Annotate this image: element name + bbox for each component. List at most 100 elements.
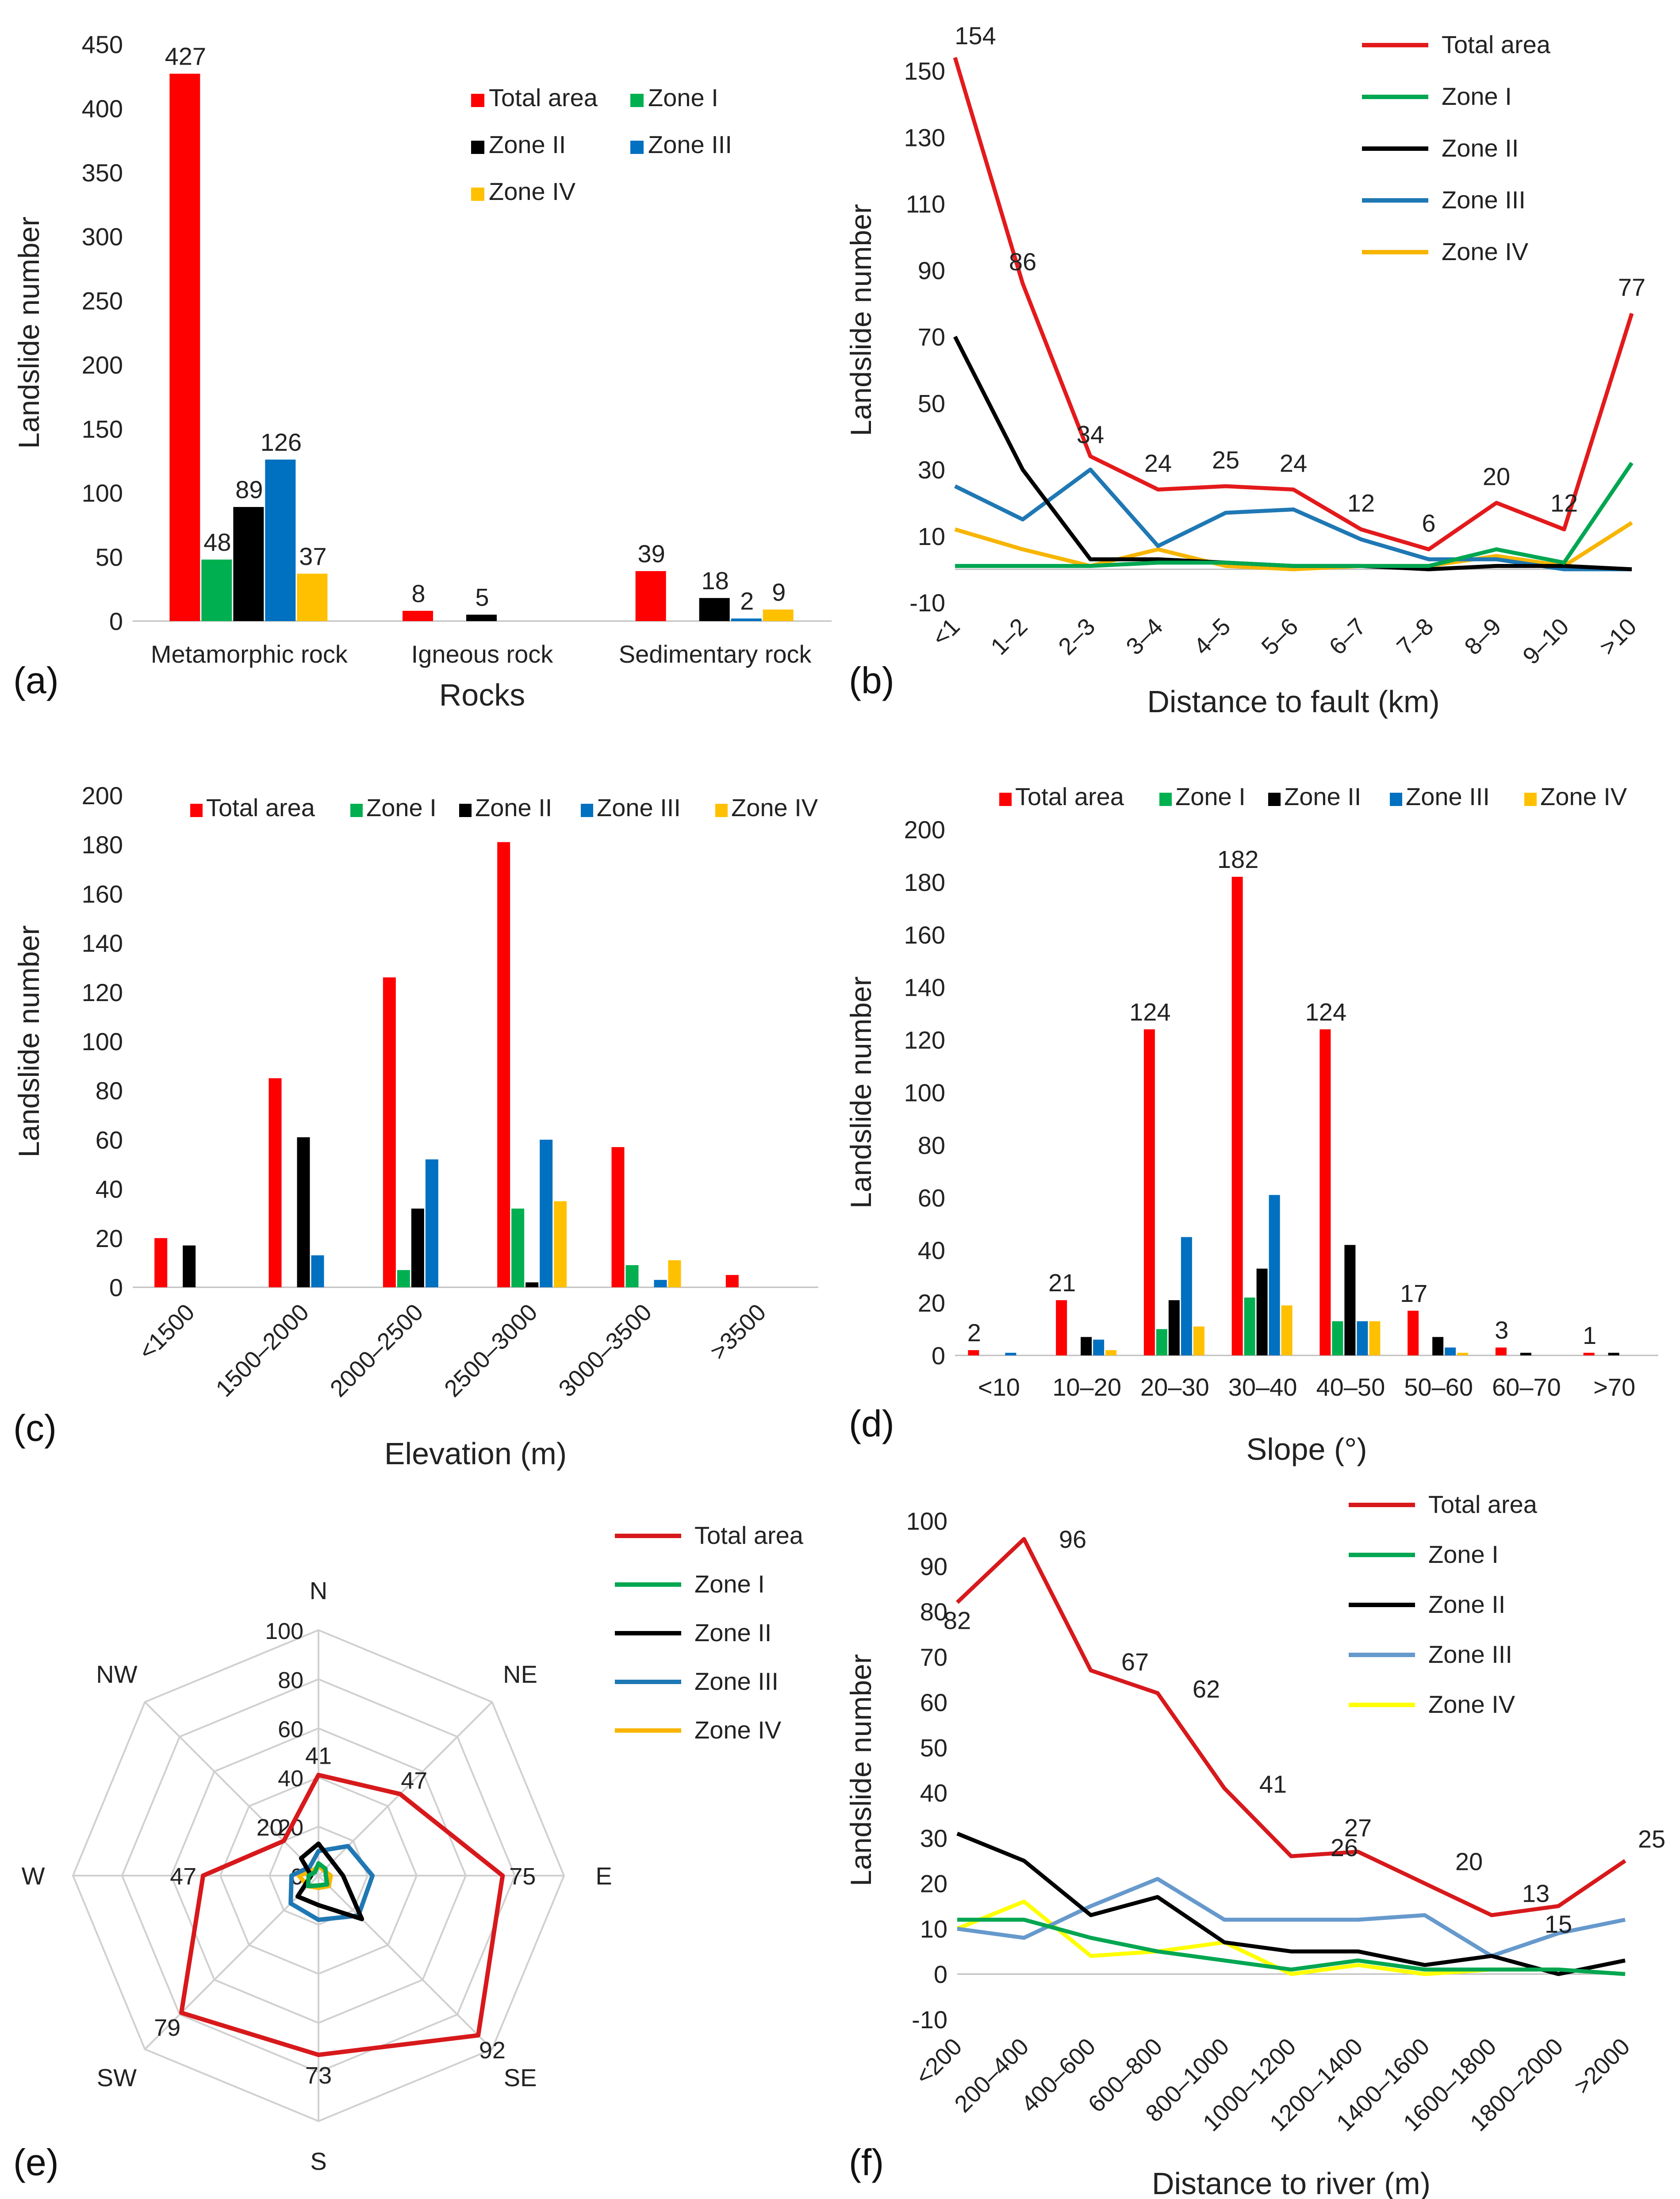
bar-zone-ii: [411, 1209, 424, 1287]
bar-zone-iv: [1281, 1305, 1293, 1355]
bar-zone-ii: [1168, 1300, 1180, 1355]
x-tick-label: 30–40: [1228, 1373, 1297, 1401]
data-label: 37: [299, 542, 326, 570]
data-label: 24: [1144, 449, 1172, 477]
bar-zone-ii: [1344, 1245, 1356, 1355]
bar-total-area: [154, 1238, 168, 1287]
y-axis-title: Landslide number: [844, 1654, 877, 1886]
data-label: 1: [1583, 1321, 1596, 1349]
chart-a: 0 50 100 150 200 250 300 350 400 450 Landslide num…: [12, 31, 832, 712]
bar-total-area: [383, 977, 396, 1287]
bar-zone-iii: [1357, 1321, 1368, 1355]
series-polygon-zone-i: [306, 1861, 330, 1888]
data-label: 86: [1009, 248, 1036, 276]
bar-zone-ii: [1081, 1337, 1092, 1355]
series-line-zone-ii: [956, 1831, 1626, 1976]
bar-zone-i: [1244, 1297, 1255, 1355]
panel-b: -10 10 30 50 70 90 110 130 150 Landslide number Di…: [840, 0, 1680, 725]
legend-swatch-zone-i: [1159, 793, 1172, 806]
legend-swatch-total-area: [190, 804, 203, 817]
bar-zone-iii: [1269, 1195, 1280, 1355]
legend-label-zone-ii: Zone II: [475, 794, 552, 821]
x-tick-label: 40–50: [1316, 1373, 1385, 1401]
bar-zone-iv: [1193, 1326, 1204, 1355]
data-label: 18: [702, 567, 729, 595]
chart-c: 0 20 40 60 80 100 120 140 160 180 200 Landslide num…: [12, 782, 818, 1471]
y-tick-label: 0: [109, 1274, 123, 1301]
y-tick-label: 120: [904, 1026, 945, 1054]
radar-axis-label: E: [595, 1862, 612, 1890]
data-label: 27: [1344, 1814, 1372, 1842]
y-tick-label: 50: [96, 543, 123, 571]
y-tick-label: 50: [918, 389, 945, 417]
radar-tick-label: 60: [278, 1717, 303, 1742]
x-tick-label: 1500–2000: [211, 1299, 314, 1402]
panel-label-c: (c): [13, 1407, 57, 1449]
chart-f: -10 0 10 20 30 40 50 60 70 80 90 100 Landslide numbe…: [844, 1490, 1665, 2199]
y-tick-label: 200: [904, 816, 945, 844]
legend-swatch-zone-ii: [459, 804, 472, 817]
series-line-zone-iii: [957, 1877, 1626, 1958]
series-line-zone-iv: [954, 521, 1633, 572]
bar-zone-iii: [1445, 1347, 1456, 1355]
y-tick-label: 200: [82, 782, 123, 810]
y-tick-label: 90: [918, 257, 945, 284]
bar-zone-i: [511, 1209, 525, 1287]
bar-zone-ii: [525, 1282, 539, 1287]
bar-zone-iv: [763, 609, 794, 621]
y-tick-label: 350: [82, 159, 123, 187]
series-line-zone-i: [957, 1918, 1626, 1976]
x-tick-label: 60–70: [1492, 1373, 1561, 1401]
x-tick-label: <10: [978, 1373, 1020, 1401]
data-label: 79: [154, 2015, 180, 2041]
data-label: 12: [1347, 489, 1375, 517]
bar-zone-ii: [699, 598, 730, 621]
radar-tick-label: 40: [278, 1766, 303, 1792]
bar-zone-ii: [183, 1245, 196, 1287]
y-tick-label: 100: [82, 479, 123, 507]
x-tick-label: >10: [1594, 613, 1642, 660]
y-tick-label: 10: [918, 522, 945, 550]
data-label: 47: [170, 1863, 196, 1890]
bar-total-area: [1231, 877, 1243, 1355]
y-tick-label: 180: [904, 868, 945, 896]
series-polygon-zone-ii: [295, 1841, 364, 1922]
data-label: 2: [967, 1319, 981, 1347]
data-label: 8: [411, 579, 425, 607]
y-tick-label: -10: [909, 589, 945, 617]
data-label: 41: [1259, 1770, 1287, 1798]
radar-spoke: [318, 1875, 493, 2050]
legend-swatch-zone-ii: [1268, 793, 1281, 806]
legend-label-total-area: Total area: [694, 1521, 804, 1549]
x-tick-label: 200–400: [949, 2033, 1034, 2118]
data-label: 82: [944, 1606, 971, 1634]
legend-label-zone-i: Zone I: [1428, 1540, 1499, 1568]
data-label: 89: [235, 476, 263, 503]
x-axis-title: Distance to river (m): [1152, 2166, 1431, 2199]
radar-spoke: [144, 1701, 319, 1877]
x-tick-label: <1500: [134, 1299, 200, 1365]
legend-label-zone-ii: Zone II: [1284, 783, 1361, 810]
bar-total-area: [169, 73, 200, 621]
y-tick-label: 180: [82, 831, 123, 859]
chart-b: -10 10 30 50 70 90 110 130 150 Landslide number Di…: [844, 22, 1645, 719]
y-axis-title: Landslide number: [12, 217, 45, 449]
legend-label-total-area: Total area: [1015, 783, 1124, 810]
radar-tick-label: 80: [278, 1668, 303, 1693]
y-tick-label: 70: [920, 1643, 947, 1671]
bar-zone-iv: [297, 573, 328, 621]
bar-total-area: [268, 1078, 282, 1287]
y-tick-label: 140: [82, 929, 123, 957]
y-tick-label: 0: [932, 1342, 945, 1370]
series-line-zone-i: [955, 461, 1634, 568]
bar-zone-iii: [425, 1159, 438, 1287]
x-tick-label: 2000–2500: [325, 1299, 429, 1402]
y-tick-label: 50: [920, 1734, 947, 1762]
y-tick-label: 100: [82, 1028, 123, 1055]
legend-label-zone-ii: Zone II: [694, 1619, 771, 1646]
y-tick-label: 80: [96, 1077, 123, 1105]
legend-label-zone-iii: Zone III: [694, 1667, 779, 1695]
x-tick-label: <1: [927, 613, 965, 651]
radar-axis-label: SW: [97, 2064, 137, 2092]
y-tick-label: 40: [96, 1175, 123, 1203]
